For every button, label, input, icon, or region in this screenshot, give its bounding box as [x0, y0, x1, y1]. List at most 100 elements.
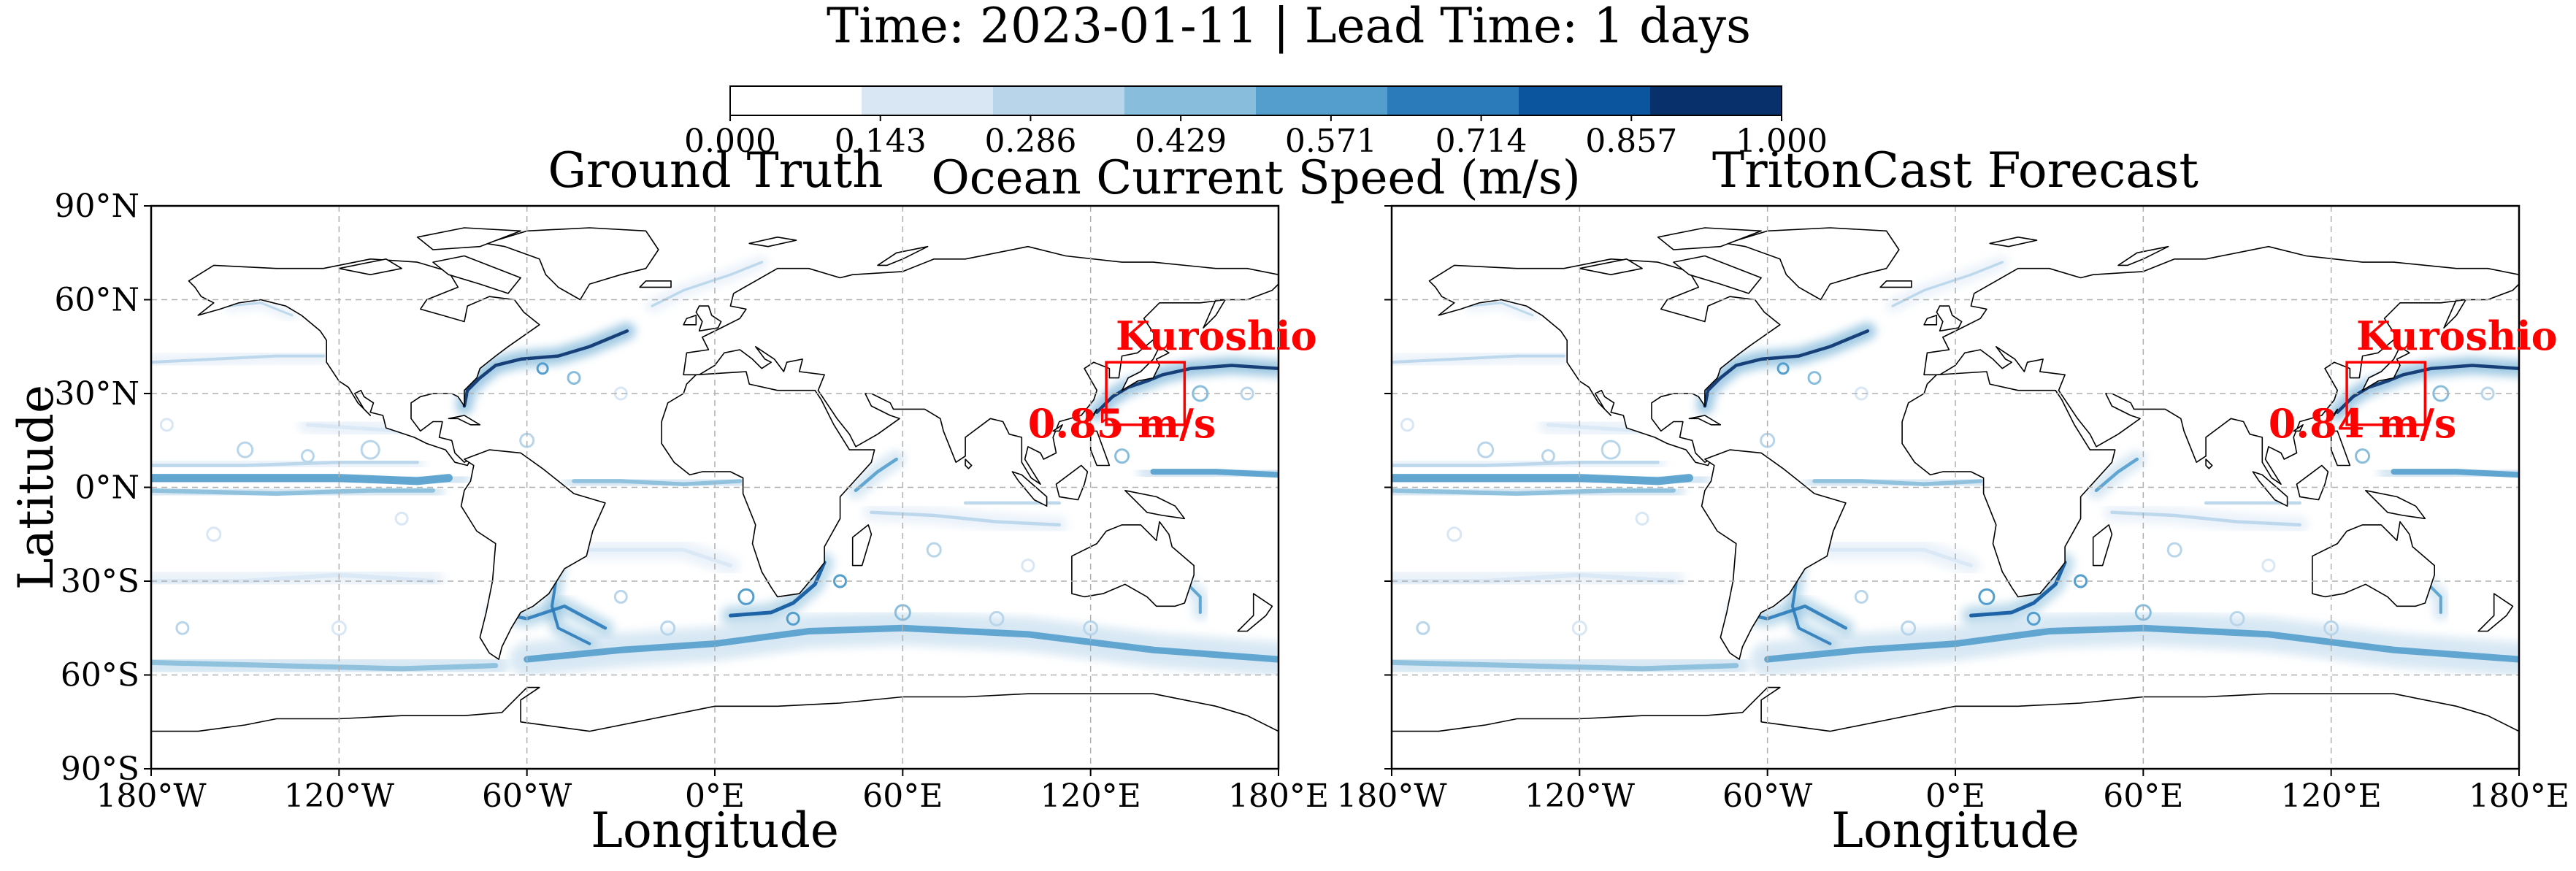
eddy [394, 511, 409, 526]
panel-title: Ground Truth [548, 142, 883, 199]
landmass-baffin-island [1673, 255, 1762, 294]
landmass-borneo [1055, 464, 1089, 501]
eddy [1854, 589, 1868, 604]
x-tick-label: 120°W [1525, 778, 1636, 815]
landmass-new-guinea [2365, 490, 2426, 520]
landmass-greenland [486, 227, 659, 301]
current-core [2335, 364, 2519, 414]
colorbar-tick-label: 1.000 [1736, 123, 1828, 160]
landmass-taiwan [1089, 408, 1097, 420]
x-axis-label: Longitude [591, 802, 839, 859]
x-tick-label: 120°E [1040, 778, 1141, 815]
x-tick-label: 60°E [862, 778, 943, 815]
landmass-novaya-zemlya [2117, 245, 2169, 266]
eddy [1446, 526, 1463, 542]
eddy [2026, 611, 2041, 626]
current-core [228, 302, 294, 317]
eddy [2355, 448, 2371, 464]
x-tick-label: 180°W [96, 778, 207, 815]
colorbar-label: Ocean Current Speed (m/s) [931, 151, 1580, 205]
eddy [2261, 559, 2276, 573]
landmass-australia [1071, 521, 1195, 607]
current-core [151, 354, 325, 364]
eddy [536, 362, 549, 375]
current-core [1703, 329, 1870, 408]
forecast-panel: Kuroshio 0.84 m/s 180°W 120°W 60°W 0°E 60°E 120… [1336, 142, 2569, 859]
landmass-cuba [448, 415, 481, 426]
current-core [1764, 624, 2519, 663]
current-core [1969, 560, 2067, 618]
eddy [2323, 620, 2339, 636]
colorbar-frame [729, 85, 1782, 116]
colorbar-tick-label: 0.857 [1585, 123, 1677, 160]
landmass-new-zealand [1237, 593, 1273, 632]
eddy [1416, 621, 1430, 635]
eddy [660, 620, 676, 636]
colorbar-segment [1650, 86, 1782, 115]
eddy [1400, 418, 1414, 432]
landmass-sumatra [1011, 471, 1048, 507]
current-core [1392, 488, 1676, 496]
speed-field [1392, 256, 2519, 683]
x-tick-label: 180°E [2469, 778, 2569, 815]
x-tick-label: 60°W [1722, 778, 1813, 815]
y-tick-label: 30°S [61, 563, 139, 600]
landmass-eurasia [1923, 245, 2519, 485]
eddy [1635, 511, 1649, 526]
current-core [1150, 469, 1279, 478]
x-axis-label: Longitude [1831, 802, 2079, 859]
current-core [462, 329, 629, 408]
current-core [151, 488, 435, 496]
eddy [567, 371, 581, 385]
speed-annotation: 0.85 m/s [1028, 400, 1216, 447]
eddy [1601, 440, 1621, 460]
landmass-north-america [1428, 258, 1781, 467]
landmass-victoria-island [1579, 258, 1643, 275]
current-core [1392, 474, 1693, 486]
colorbar-segment [1387, 86, 1519, 115]
eddy [237, 441, 254, 458]
landmass-hainan [1052, 424, 1063, 432]
current-core [1392, 572, 1676, 583]
colorbar-segment [1519, 86, 1651, 115]
eddy [2480, 386, 2495, 401]
region-label: Kuroshio [1116, 312, 1317, 359]
colorbar-tick-label: 0.714 [1435, 123, 1527, 160]
current-core [151, 474, 453, 486]
landmass-sumatra [2252, 471, 2288, 507]
eddy [1978, 588, 1996, 605]
landmass-victoria-island [338, 258, 402, 275]
eddy [1901, 620, 1917, 636]
landmass-cuba [1688, 415, 1722, 426]
landmass-novaya-zemlya [877, 245, 929, 266]
colorbar-tick-label: 0.143 [835, 123, 927, 160]
current-core [587, 548, 732, 568]
colorbar-segment [730, 86, 862, 115]
colorbar-segment [1124, 86, 1257, 115]
y-tick-label: 60°S [61, 657, 139, 694]
eddy [737, 588, 755, 605]
landmass-ellesmere-island [1657, 227, 1762, 250]
landmass-uk [695, 305, 722, 332]
current-core [572, 479, 743, 486]
landmass-south-america [460, 449, 606, 660]
landmass-south-america [1701, 449, 1847, 660]
current-core [1392, 354, 1565, 364]
current-core [1546, 423, 1644, 433]
y-tick-label: 90°N [55, 188, 140, 225]
eddy [613, 589, 628, 604]
landmass-ireland [683, 315, 697, 326]
current-core [151, 460, 419, 467]
eddy [159, 418, 174, 432]
landmass-iceland [1879, 280, 1912, 288]
x-tick-label: 120°E [2281, 778, 2382, 815]
landmass-new-zealand [2477, 593, 2514, 632]
landmass-japan [2361, 346, 2410, 391]
eddy [1083, 620, 1099, 636]
eddy [1477, 441, 1495, 458]
x-tick-label: 120°W [284, 778, 395, 815]
y-tick-label: 90°S [61, 751, 139, 788]
eddy [1807, 371, 1822, 385]
landmass-iceland [639, 280, 672, 288]
